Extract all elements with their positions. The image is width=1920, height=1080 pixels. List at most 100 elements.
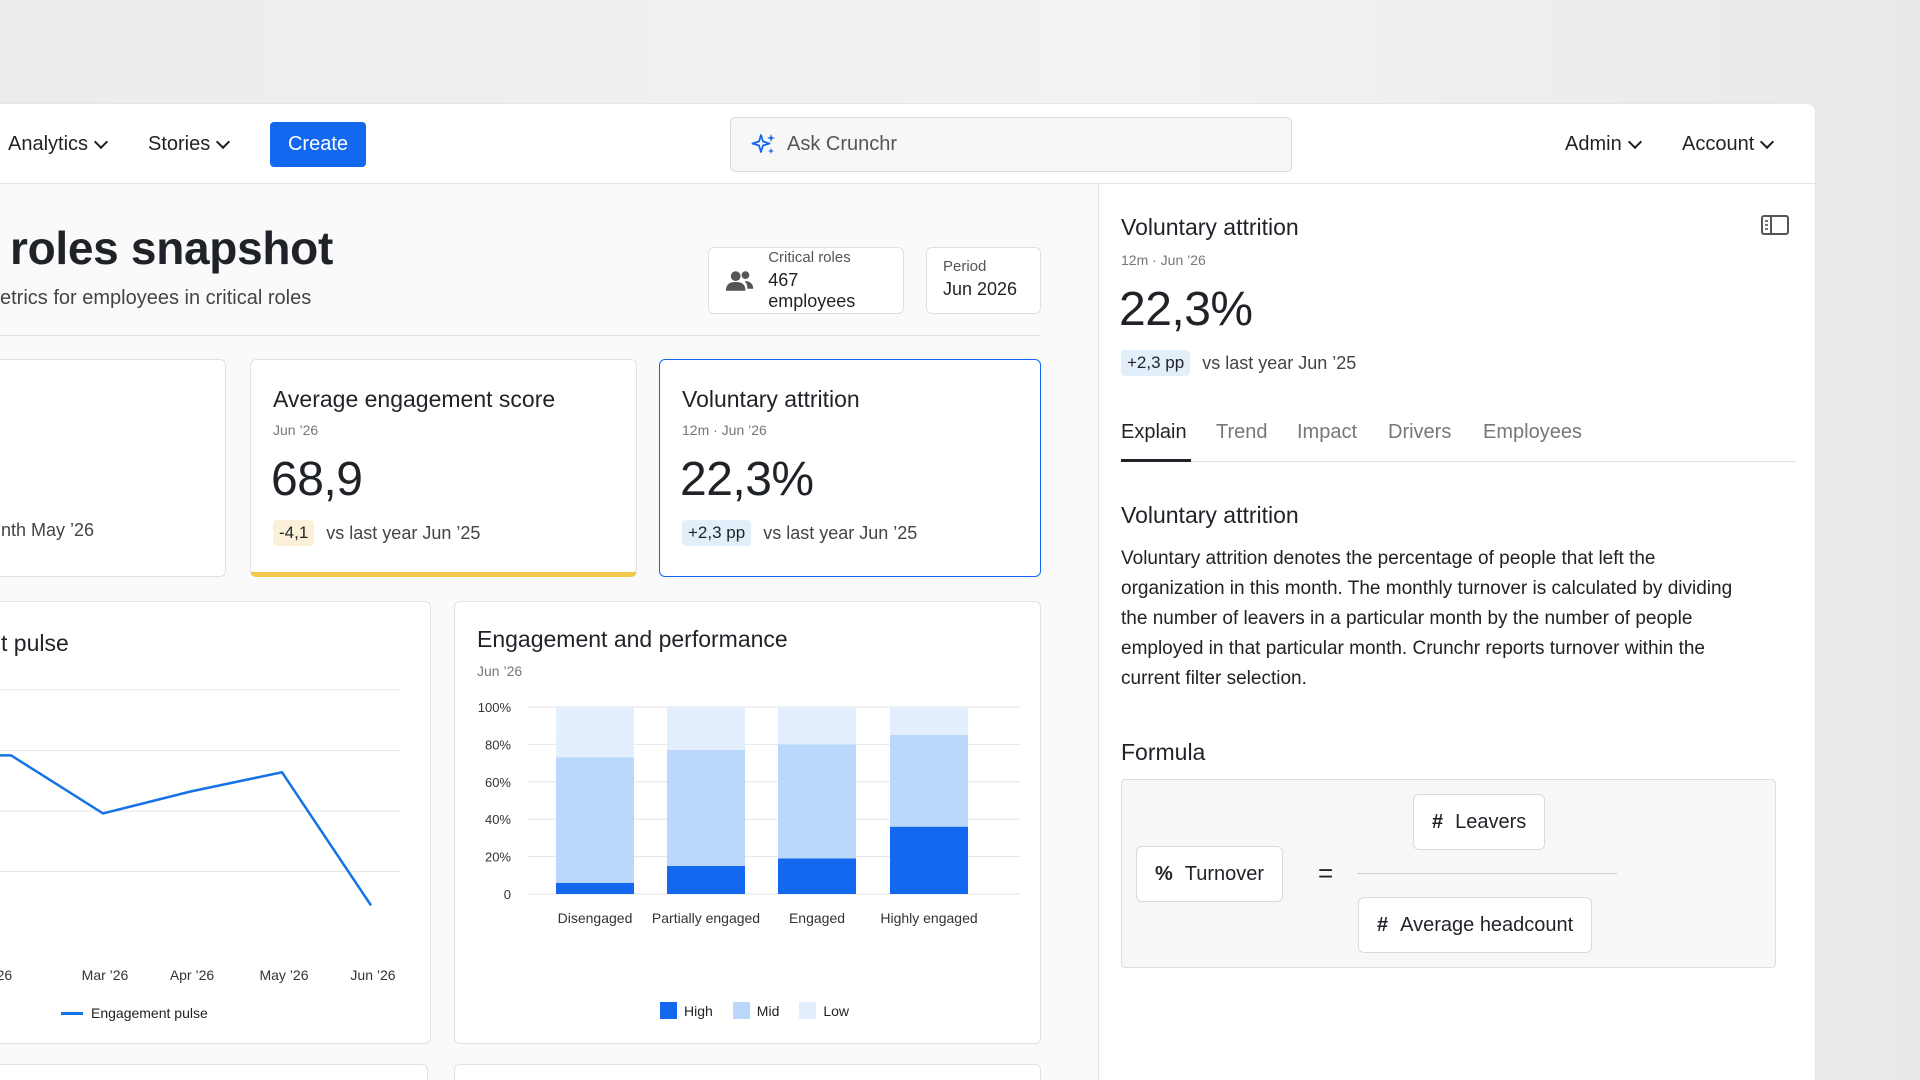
y-tick-label: 40% [485,812,511,827]
engagement-performance-card[interactable]: Engagement and performance Jun ’26 0 20% 4… [454,601,1041,1044]
formula-title: Formula [1121,739,1206,765]
panel-comparison: vs last year Jun ’25 [1202,352,1357,373]
bar-segment-low[interactable] [890,707,968,736]
bar-segment-high[interactable] [556,882,634,894]
panel-value: 22,3% [1119,283,1253,336]
formula-leavers-chip[interactable]: # Leavers [1413,794,1546,850]
bar-segment-high[interactable] [890,826,968,894]
chevron-down-icon [1630,137,1640,147]
filter-value: Jun 2026 [943,279,1018,299]
x-tick-label: Disengaged [558,910,633,926]
kpi-period: Jun ’26 [273,422,319,438]
legend-item-high: High [660,1002,713,1019]
stacked-bar-chart: 0 20% 40% 60% 80% 100% Disengaged Partially eng… [478,700,1020,926]
x-tick-label: Jun ’26 [350,967,395,983]
kpi-card-partial[interactable]: nth May ’26 [0,359,226,577]
filter-critical-roles[interactable]: Critical roles 467 employees [708,247,904,314]
delta-badge: -4,1 [273,520,315,546]
chart-period: Jun ’26 [477,663,523,679]
kpi-comparison: vs last year Jun ’25 [763,522,918,543]
fraction-line [1357,873,1617,874]
create-button[interactable]: Create [270,122,366,167]
tab-employees[interactable]: Employees [1483,421,1582,443]
kpi-value: 68,9 [271,453,363,506]
percent-icon: % [1155,862,1173,885]
x-tick-label: Partially engaged [652,910,760,926]
nav-stories[interactable]: Stories [148,133,228,156]
x-tick-label: May ’26 [259,967,308,983]
bar-segment-low[interactable] [778,707,856,745]
bar-segment-mid[interactable] [667,750,745,866]
filter-label: Period [943,258,987,275]
page-title: roles snapshot [10,222,333,274]
bar-segment-high[interactable] [667,865,745,894]
tab-impact[interactable]: Impact [1297,421,1358,443]
legend-line-swatch [61,1011,83,1015]
x-tick-label: Mar ’26 [82,967,129,983]
chart-title: t pulse [1,630,69,656]
explain-section-title: Voluntary attrition [1121,502,1299,528]
kpi-title: Voluntary attrition [682,386,860,412]
sidebar-toggle-icon[interactable] [1761,214,1789,236]
x-tick-label: Highly engaged [880,910,977,926]
formula-turnover-chip[interactable]: % Turnover [1136,846,1284,902]
formula-numerator-label: Leavers [1455,810,1527,833]
chevron-down-icon [1762,137,1772,147]
nav-analytics-label: Analytics [8,133,89,155]
pulse-chart-card[interactable]: t pulse b ’26 Mar ’26 Apr ’26 May ’26 Jun ’2… [0,601,431,1044]
nav-analytics[interactable]: Analytics [8,133,106,156]
nav-stories-label: Stories [148,133,211,155]
tab-trend[interactable]: Trend [1216,421,1268,443]
nav-account[interactable]: Account [1682,133,1772,156]
hash-icon: # [1377,913,1389,936]
panel-tabs: Explain Trend Impact Drivers Employees [1121,415,1796,463]
explain-description: Voluntary attrition denotes the percenta… [1121,548,1733,689]
legend-label: Low [823,1002,850,1019]
bar-legend: High Mid Low [660,1002,849,1019]
bar-segment-low[interactable] [667,707,745,751]
page-subtitle: etrics for employees in critical roles [0,287,312,309]
bar-segment-mid[interactable] [778,744,856,859]
top-navigation: Analytics Stories Create Admin Account [0,104,1815,184]
formula-headcount-chip[interactable]: # Average headcount [1358,897,1593,953]
equals-sign: = [1318,858,1334,888]
chart-title: Engagement and performance [477,626,788,652]
kpi-title: Average engagement score [273,386,556,412]
bar-segment-low[interactable] [556,707,634,758]
kpi-comparison-row: +2,3 pp vs last year Jun ’25 [682,520,917,546]
card-bottom-right [454,1064,1041,1080]
filter-period[interactable]: Period Jun 2026 [926,247,1041,314]
y-tick-label: 100% [478,700,512,715]
ask-crunchr-search[interactable] [730,117,1292,172]
x-tick-label: Apr ’26 [170,967,215,983]
y-tick-label: 60% [485,775,511,790]
chevron-down-icon [96,137,106,147]
y-tick-label: 0 [504,887,511,902]
kpi-comparison-row: -4,1 vs last year Jun ’25 [273,520,480,546]
bar-segment-mid[interactable] [556,757,634,883]
card-bottom-left [0,1064,428,1080]
bar-segment-mid[interactable] [890,735,968,827]
legend-label: Mid [756,1002,780,1019]
legend-swatch [660,1002,677,1019]
panel-title: Voluntary attrition [1121,214,1299,240]
detail-panel: Voluntary attrition 12m · Jun ’26 22,3% … [1098,184,1815,1080]
search-input[interactable] [787,133,1267,156]
legend-swatch [799,1002,817,1019]
active-tab-indicator [1121,459,1191,462]
tab-drivers[interactable]: Drivers [1388,421,1452,443]
tab-explain[interactable]: Explain [1121,421,1187,443]
kpi-card-voluntary-attrition[interactable]: Voluntary attrition 12m · Jun ’26 22,3% … [659,359,1041,577]
formula-denominator-label: Average headcount [1400,913,1574,936]
hash-icon: # [1432,810,1444,833]
formula-result-label: Turnover [1184,862,1265,885]
app-window: Analytics Stories Create Admin Account r… [0,104,1815,1080]
kpi-comparison: vs last year Jun ’25 [326,522,481,543]
bar-segment-high[interactable] [778,858,856,894]
nav-admin[interactable]: Admin [1565,133,1640,156]
legend-swatch [732,1002,750,1019]
filter-value: 467 employees [768,270,856,311]
delta-badge: +2,3 pp [682,520,752,546]
kpi-card-engagement[interactable]: Average engagement score Jun ’26 68,9 -4… [250,359,637,577]
panel-comparison-row: +2,3 pp vs last year Jun ’25 [1121,350,1356,376]
